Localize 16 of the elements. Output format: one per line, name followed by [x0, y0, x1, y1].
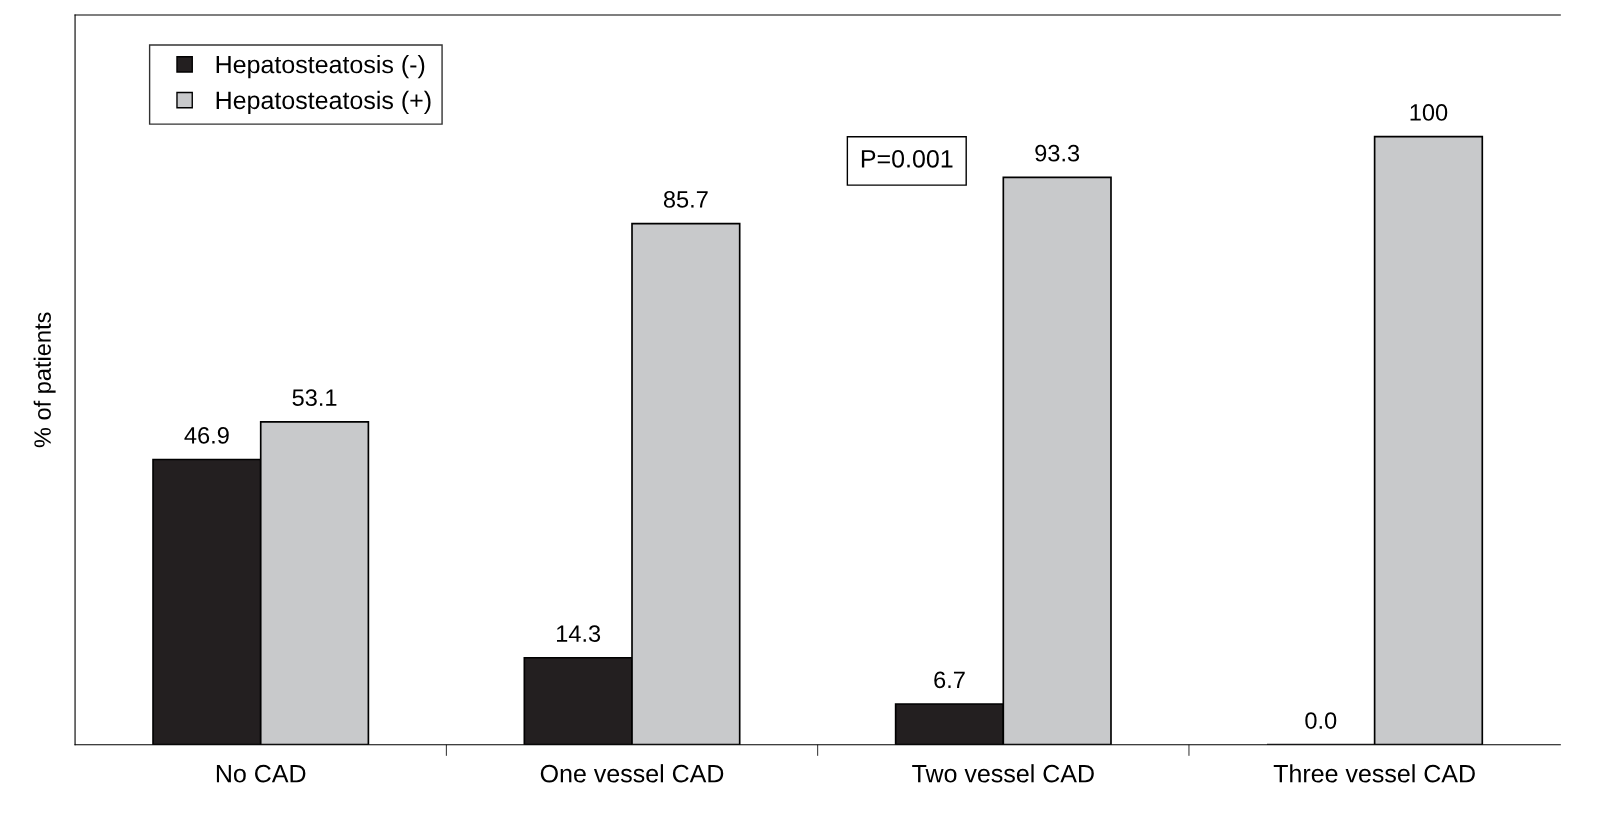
x-tick-label: One vessel CAD [540, 764, 724, 783]
x-tick-label: Two vessel CAD [912, 764, 1094, 783]
data-label: 46.9 [184, 427, 229, 444]
x-tick-label: Three vessel CAD [1273, 764, 1475, 783]
data-label: 14.3 [557, 625, 601, 642]
data-label: 6.7 [934, 671, 965, 689]
x-tick-label: No CAD [216, 764, 306, 783]
data-label: 0.0 [1305, 712, 1337, 729]
data-label: 93.3 [1035, 144, 1080, 162]
data-label: 100 [1410, 104, 1448, 121]
legend-label: Hepatosteatosis (+) [216, 90, 431, 115]
data-label: 53.1 [292, 389, 337, 407]
y-axis-title: % of patients [33, 312, 56, 448]
annotation: P=0.001 [861, 149, 953, 168]
legend-label: Hepatosteatosis (-) [216, 54, 425, 79]
data-label: 85.7 [663, 191, 708, 208]
